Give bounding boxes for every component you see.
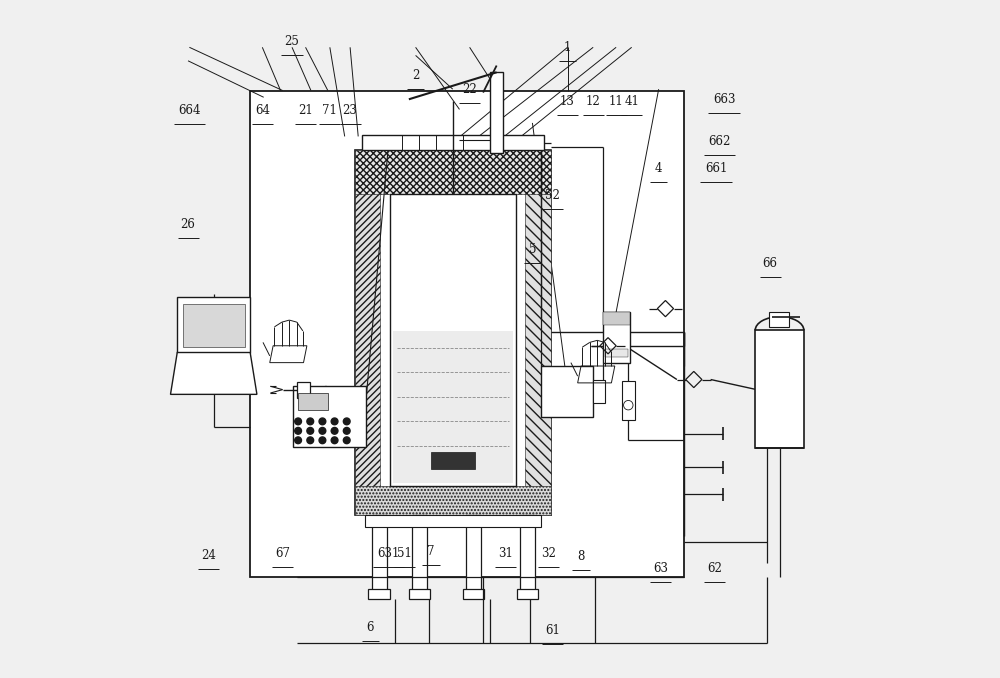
- Bar: [355, 150, 380, 515]
- Text: 2: 2: [412, 69, 419, 82]
- Text: 63: 63: [653, 562, 668, 575]
- Text: 4: 4: [655, 162, 662, 176]
- Circle shape: [307, 437, 314, 443]
- Bar: [412, 515, 427, 592]
- Bar: [541, 366, 593, 417]
- Bar: [355, 486, 551, 515]
- Text: 62: 62: [707, 562, 722, 575]
- Text: 51: 51: [397, 547, 412, 560]
- Text: 1: 1: [564, 41, 571, 54]
- Bar: [490, 73, 503, 153]
- Circle shape: [295, 437, 301, 443]
- Bar: [368, 589, 390, 599]
- Bar: [593, 380, 605, 403]
- Circle shape: [319, 437, 326, 443]
- Text: 71: 71: [322, 104, 337, 117]
- Text: 661: 661: [705, 162, 727, 176]
- Text: 32: 32: [541, 547, 556, 560]
- Text: 66: 66: [763, 257, 778, 270]
- Circle shape: [343, 418, 350, 424]
- Bar: [603, 312, 630, 363]
- Text: 12: 12: [586, 95, 601, 108]
- Bar: [297, 382, 310, 398]
- Text: 6: 6: [367, 622, 374, 635]
- Circle shape: [343, 427, 350, 434]
- Bar: [355, 150, 551, 515]
- Bar: [177, 297, 250, 353]
- Text: 31: 31: [498, 547, 513, 560]
- Bar: [605, 349, 628, 357]
- Bar: [466, 515, 481, 592]
- Bar: [769, 312, 789, 327]
- Bar: [431, 452, 475, 469]
- Circle shape: [331, 418, 338, 424]
- Text: 8: 8: [577, 550, 585, 563]
- Circle shape: [331, 437, 338, 443]
- Text: 663: 663: [713, 93, 735, 106]
- Text: 67: 67: [275, 547, 290, 560]
- Text: 52: 52: [545, 189, 560, 202]
- Text: 631: 631: [377, 547, 400, 560]
- Bar: [362, 135, 544, 150]
- Bar: [517, 589, 538, 599]
- Bar: [409, 589, 430, 599]
- Text: 22: 22: [462, 83, 477, 96]
- Bar: [365, 515, 541, 527]
- Text: 7: 7: [427, 545, 435, 558]
- Text: 11: 11: [609, 95, 624, 108]
- Text: 5: 5: [529, 243, 536, 256]
- Circle shape: [343, 437, 350, 443]
- Bar: [250, 91, 684, 577]
- Text: 25: 25: [285, 35, 299, 48]
- Text: 61: 61: [545, 624, 560, 637]
- Text: 13: 13: [560, 95, 575, 108]
- Text: 664: 664: [178, 104, 201, 117]
- Circle shape: [295, 427, 301, 434]
- Bar: [525, 150, 551, 515]
- Circle shape: [319, 418, 326, 424]
- Bar: [372, 515, 387, 592]
- Bar: [622, 381, 635, 420]
- Text: 662: 662: [708, 136, 731, 148]
- Bar: [463, 589, 484, 599]
- Circle shape: [331, 427, 338, 434]
- Text: 21: 21: [298, 104, 313, 117]
- Text: 64: 64: [255, 104, 270, 117]
- Bar: [298, 393, 328, 410]
- Text: 24: 24: [201, 549, 216, 561]
- Bar: [393, 332, 513, 483]
- Bar: [520, 515, 535, 592]
- Circle shape: [319, 427, 326, 434]
- Circle shape: [295, 418, 301, 424]
- Bar: [390, 194, 516, 486]
- Bar: [755, 330, 804, 448]
- Bar: [603, 312, 630, 325]
- Text: 23: 23: [343, 104, 358, 117]
- Text: 41: 41: [624, 95, 639, 108]
- Polygon shape: [170, 353, 257, 395]
- Bar: [293, 386, 366, 447]
- Text: 26: 26: [181, 218, 195, 231]
- Bar: [183, 304, 245, 347]
- Circle shape: [307, 427, 314, 434]
- Circle shape: [307, 418, 314, 424]
- Bar: [355, 150, 551, 194]
